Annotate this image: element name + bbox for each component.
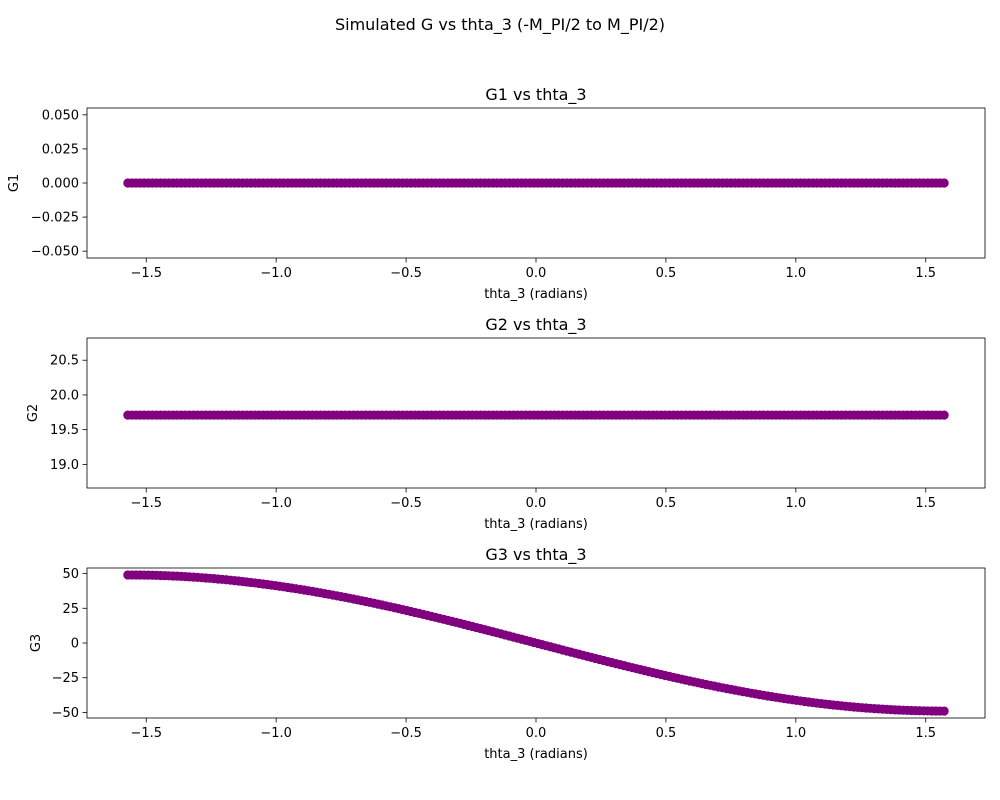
x-tick-label: 0.0 — [526, 726, 547, 741]
scatter-points — [123, 178, 949, 188]
y-tick-label: −0.050 — [31, 245, 79, 260]
x-tick-label: 1.5 — [915, 266, 936, 281]
x-tick-label: −1.0 — [260, 726, 292, 741]
data-point — [939, 706, 949, 716]
y-tick-label: 25 — [62, 602, 79, 617]
panel-title: G1 vs thta_3 — [485, 85, 586, 105]
x-tick-label: 1.5 — [915, 726, 936, 741]
x-tick-label: −1.5 — [130, 496, 162, 511]
data-point — [939, 410, 949, 420]
y-tick-label: 0.000 — [42, 177, 79, 192]
x-tick-label: 0.0 — [526, 266, 547, 281]
x-tick-label: −1.5 — [130, 726, 162, 741]
x-tick-label: 1.0 — [785, 266, 806, 281]
g1-scatter-panel: G1 vs thta_3 thta_3 (radians) G1 −1.5 −1.… — [7, 85, 986, 302]
figure-suptitle: Simulated G vs thta_3 (-M_PI/2 to M_PI/2… — [335, 15, 665, 35]
x-tick-label: −1.5 — [130, 266, 162, 281]
panel-title: G3 vs thta_3 — [485, 545, 586, 565]
y-tick-label: 0.050 — [42, 108, 79, 123]
y-tick-label: 19.5 — [50, 423, 79, 438]
panel-title: G2 vs thta_3 — [485, 315, 586, 335]
x-axis-label: thta_3 (radians) — [484, 287, 588, 302]
y-axis-label: G1 — [7, 174, 22, 192]
y-tick-label: 19.0 — [50, 458, 79, 473]
y-tick-label: 20.0 — [50, 388, 79, 403]
x-axis-label: thta_3 (radians) — [484, 747, 588, 762]
x-tick-label: 1.0 — [785, 496, 806, 511]
y-axis-label: G3 — [29, 634, 44, 652]
g2-scatter-panel: G2 vs thta_3 thta_3 (radians) G2 −1.5 −1.… — [26, 315, 986, 532]
y-tick-label: 50 — [62, 567, 79, 582]
x-tick-label: −1.0 — [260, 496, 292, 511]
x-axis-label: thta_3 (radians) — [484, 517, 588, 532]
y-tick-label: −50 — [52, 706, 79, 721]
y-tick-label: −25 — [52, 671, 79, 686]
x-tick-label: 1.5 — [915, 496, 936, 511]
y-tick-label: −0.025 — [31, 211, 79, 226]
y-tick-label: 0.025 — [42, 142, 79, 157]
x-tick-label: 0.0 — [526, 496, 547, 511]
scatter-points — [123, 570, 949, 716]
x-tick-label: −0.5 — [390, 726, 422, 741]
y-tick-label: 20.5 — [50, 354, 79, 369]
data-point — [939, 178, 949, 188]
x-tick-label: −1.0 — [260, 266, 292, 281]
x-tick-label: 1.0 — [785, 726, 806, 741]
g3-scatter-panel: G3 vs thta_3 thta_3 (radians) G3 −1.5 −1.… — [29, 545, 986, 762]
x-tick-label: −0.5 — [390, 496, 422, 511]
x-tick-label: 0.5 — [656, 496, 677, 511]
x-tick-label: −0.5 — [390, 266, 422, 281]
y-tick-label: 0 — [71, 637, 79, 652]
x-tick-label: 0.5 — [656, 266, 677, 281]
x-tick-label: 0.5 — [656, 726, 677, 741]
y-axis-label: G2 — [26, 404, 41, 422]
scatter-points — [123, 410, 949, 420]
